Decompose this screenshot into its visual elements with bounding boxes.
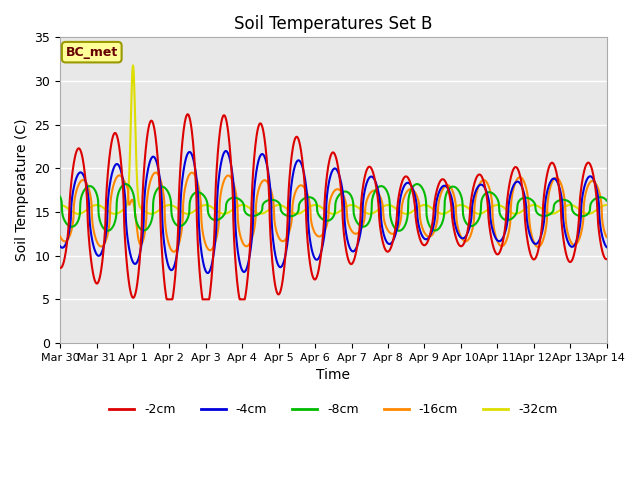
Title: Soil Temperatures Set B: Soil Temperatures Set B [234, 15, 433, 33]
Text: BC_met: BC_met [66, 46, 118, 59]
Y-axis label: Soil Temperature (C): Soil Temperature (C) [15, 119, 29, 262]
X-axis label: Time: Time [316, 368, 350, 382]
Legend: -2cm, -4cm, -8cm, -16cm, -32cm: -2cm, -4cm, -8cm, -16cm, -32cm [104, 398, 563, 421]
